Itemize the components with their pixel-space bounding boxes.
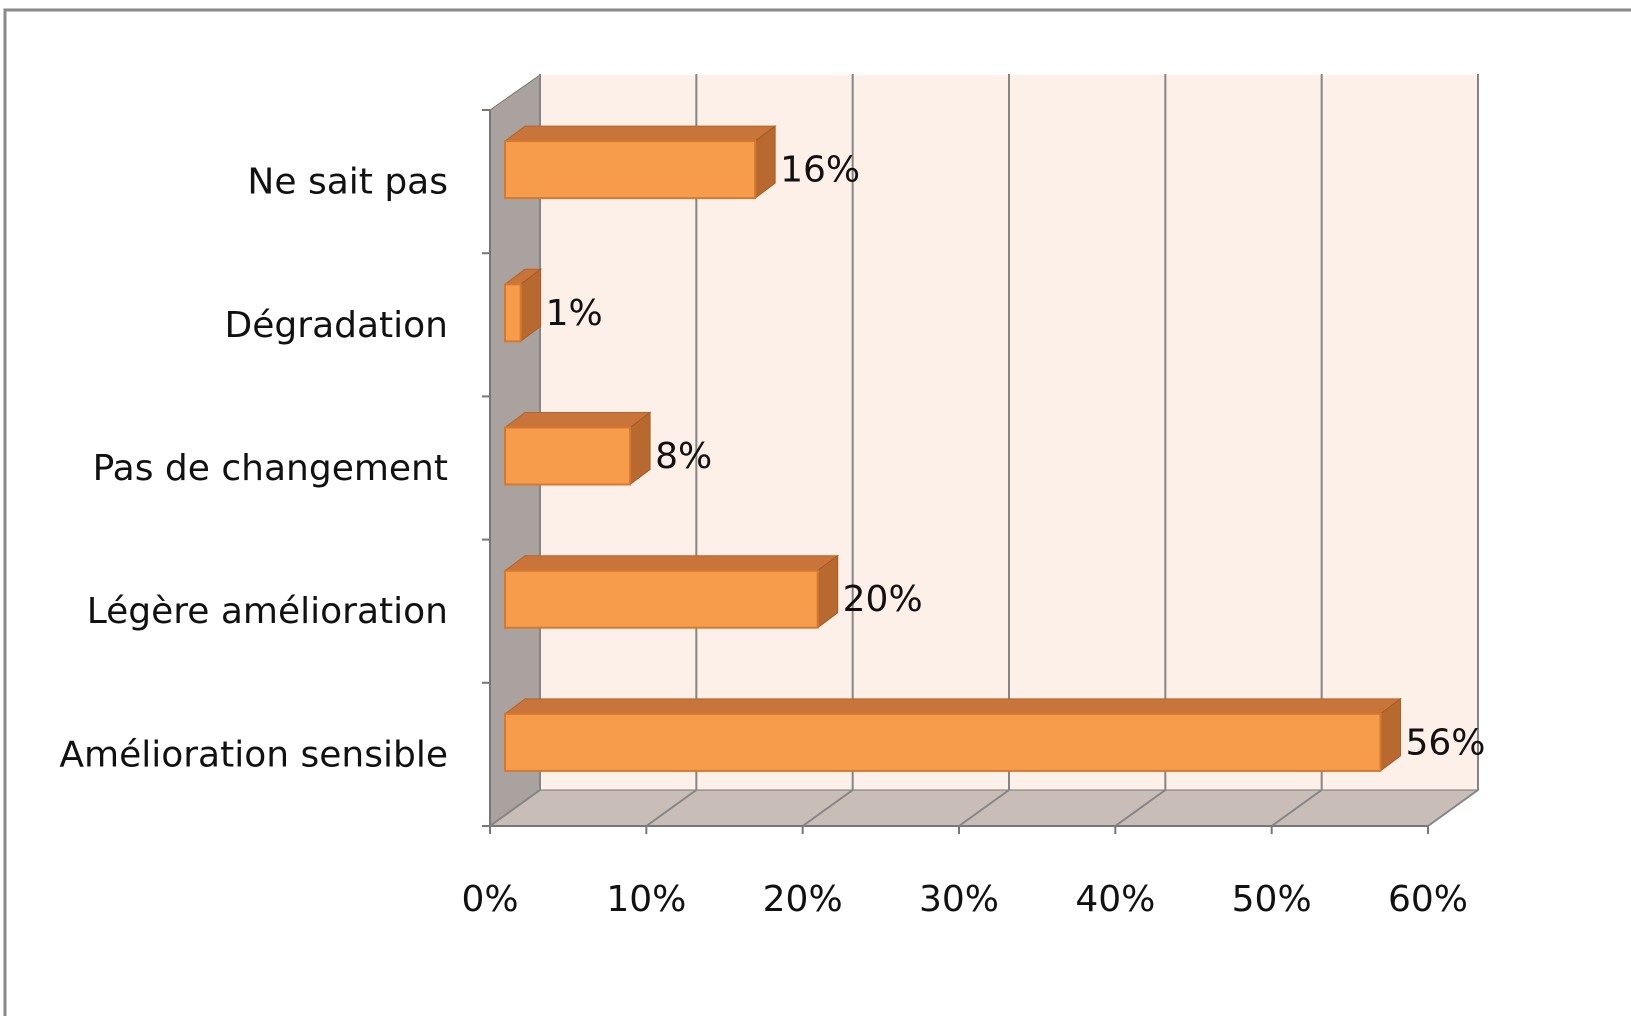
x-tick-label: 20% <box>763 879 843 920</box>
y-tick-label: Ne sait pas <box>247 162 448 203</box>
bar <box>504 426 632 486</box>
grid-line <box>489 789 541 827</box>
data-label: 1% <box>546 293 603 334</box>
grid-line <box>958 789 1010 827</box>
x-tick-label: 60% <box>1388 879 1468 920</box>
data-label: 56% <box>1405 722 1485 763</box>
data-label: 8% <box>655 436 712 477</box>
x-tick-label: 10% <box>606 879 686 920</box>
grid-line <box>1427 789 1479 827</box>
data-label: 20% <box>843 579 923 620</box>
bar <box>504 283 522 343</box>
x-tick-label: 0% <box>461 879 518 920</box>
grid-line <box>1271 789 1323 827</box>
x-tick-label: 30% <box>919 879 999 920</box>
grid-line <box>1114 789 1166 827</box>
bar <box>504 140 757 200</box>
x-tick-label: 40% <box>1075 879 1155 920</box>
bar-top <box>503 698 1402 715</box>
bar <box>504 712 1382 772</box>
bar-top <box>503 412 652 428</box>
grid-line <box>645 789 697 827</box>
x-tick-label: 50% <box>1232 879 1312 920</box>
data-label: 16% <box>780 150 860 191</box>
bar <box>504 569 819 629</box>
y-tick-label: Dégradation <box>225 305 448 346</box>
y-tick-label: Pas de changement <box>93 448 448 489</box>
y-tick-label: Légère amélioration <box>87 591 448 632</box>
grid-line <box>802 789 854 827</box>
bar-top <box>503 555 840 572</box>
bar-top <box>503 125 777 142</box>
y-tick-label: Amélioration sensible <box>59 734 448 775</box>
